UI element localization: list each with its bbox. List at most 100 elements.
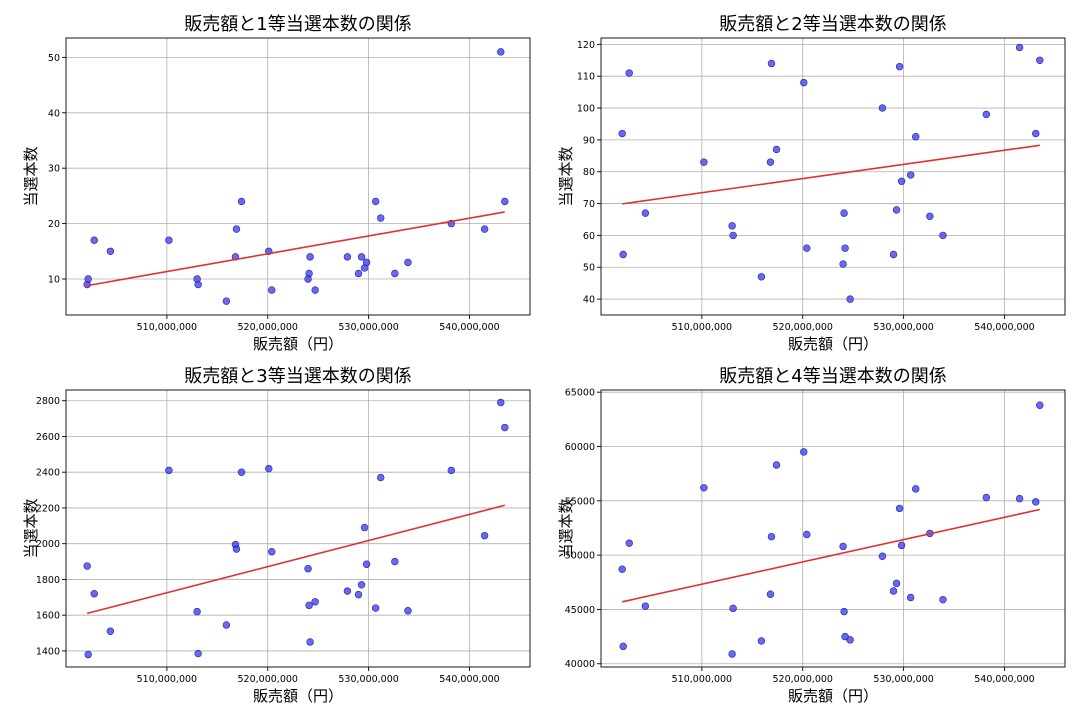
y-tick-label: 60000: [565, 442, 595, 453]
data-point: [497, 48, 505, 56]
y-axis-label: 当選本数: [22, 146, 40, 206]
data-point: [165, 236, 173, 244]
data-point: [892, 206, 901, 214]
data-point: [84, 650, 92, 659]
data-point: [906, 593, 915, 602]
data-point: [800, 78, 808, 87]
data-point: [311, 598, 319, 606]
data-point: [803, 530, 811, 539]
y-tick-label: 70: [583, 199, 595, 210]
axes-frame: [65, 37, 531, 316]
data-point: [194, 280, 202, 289]
chart-1: 510,000,000 520,000,000 530,000,000 540,000…: [22, 14, 531, 353]
data-point: [343, 253, 352, 261]
x-tick-label: 530,000,000: [873, 322, 933, 333]
data-point: [237, 197, 246, 206]
data-point: [268, 548, 276, 556]
data-point: [362, 258, 371, 267]
plot-area: [601, 390, 1065, 667]
data-point: [501, 423, 509, 432]
data-point: [306, 638, 314, 646]
data-point: [839, 260, 847, 268]
data-point: [897, 541, 906, 550]
trend-line: [622, 144, 1040, 205]
y-tick-label: 2600: [36, 432, 60, 443]
data-point: [404, 258, 412, 267]
data-point: [728, 222, 736, 230]
data-point: [618, 565, 626, 573]
data-point: [371, 197, 380, 206]
axes-frame: [600, 389, 1066, 668]
y-tick-label: 40: [583, 295, 595, 306]
chart-title: 販売額と1等当選本数の関係: [184, 14, 411, 35]
data-point: [1032, 129, 1040, 138]
data-point: [222, 297, 231, 305]
x-tick-label: 510,000,000: [137, 322, 197, 333]
y-tick-label: 2800: [36, 396, 60, 407]
chart-title: 販売額と3等当選本数の関係: [184, 366, 411, 387]
chart-3: 510,000,000 520,000,000 530,000,000 540,000…: [22, 366, 531, 705]
y-tick-label: 50: [48, 53, 60, 64]
y-tick-label: 50000: [565, 551, 595, 562]
data-point: [803, 244, 811, 252]
data-point: [343, 587, 352, 595]
x-axis-label: 販売額（円）: [253, 687, 343, 705]
data-point: [377, 473, 385, 482]
y-tick-label: 65000: [565, 388, 595, 399]
data-point: [757, 637, 766, 645]
data-point: [912, 485, 920, 493]
data-point: [878, 104, 887, 112]
plot-area: [66, 38, 530, 315]
data-point: [700, 484, 708, 492]
data-point: [391, 269, 399, 278]
y-tick-label: 90: [583, 135, 595, 146]
data-point: [766, 158, 775, 166]
y-tick-label: 40: [48, 108, 60, 119]
axes-frame: [600, 37, 1066, 316]
data-point: [700, 158, 708, 166]
y-tick-label: 1400: [36, 646, 60, 657]
x-tick-label: 540,000,000: [974, 674, 1034, 685]
data-point: [846, 636, 854, 644]
data-point: [1036, 56, 1044, 64]
y-tick-label: 1800: [36, 575, 60, 586]
data-point: [1036, 401, 1044, 409]
data-point: [501, 197, 509, 206]
data-point: [1015, 43, 1024, 52]
data-point: [305, 601, 313, 610]
data-point: [839, 542, 847, 551]
data-point: [939, 231, 947, 240]
y-tick-label: 50: [583, 263, 595, 274]
data-point: [619, 250, 627, 259]
data-point: [447, 466, 456, 475]
data-point: [404, 607, 412, 615]
data-point: [878, 552, 887, 560]
data-point: [354, 590, 363, 599]
y-tick-label: 100: [577, 104, 595, 115]
data-point: [305, 269, 313, 278]
data-point: [194, 649, 202, 658]
y-tick-label: 2200: [36, 503, 60, 514]
y-tick-label: 110: [577, 72, 595, 83]
data-point: [237, 468, 246, 476]
data-point: [889, 587, 898, 595]
plot-area: [601, 38, 1065, 315]
data-point: [897, 177, 906, 185]
x-tick-label: 520,000,000: [773, 674, 833, 685]
trend-line: [86, 504, 505, 615]
y-tick-label: 60: [583, 231, 595, 242]
data-point: [357, 581, 366, 589]
data-point: [912, 133, 920, 141]
data-point: [625, 539, 633, 547]
y-tick-label: 20: [48, 219, 60, 230]
y-tick-label: 2000: [36, 539, 60, 550]
y-axis-label: 当選本数: [557, 498, 575, 558]
data-point: [106, 627, 115, 635]
x-tick-label: 530,000,000: [338, 322, 398, 333]
data-point: [106, 247, 115, 255]
data-point: [982, 110, 991, 119]
x-axis-label: 販売額（円）: [788, 687, 878, 705]
data-point: [360, 523, 369, 532]
data-point: [889, 250, 898, 259]
data-point: [232, 545, 241, 553]
